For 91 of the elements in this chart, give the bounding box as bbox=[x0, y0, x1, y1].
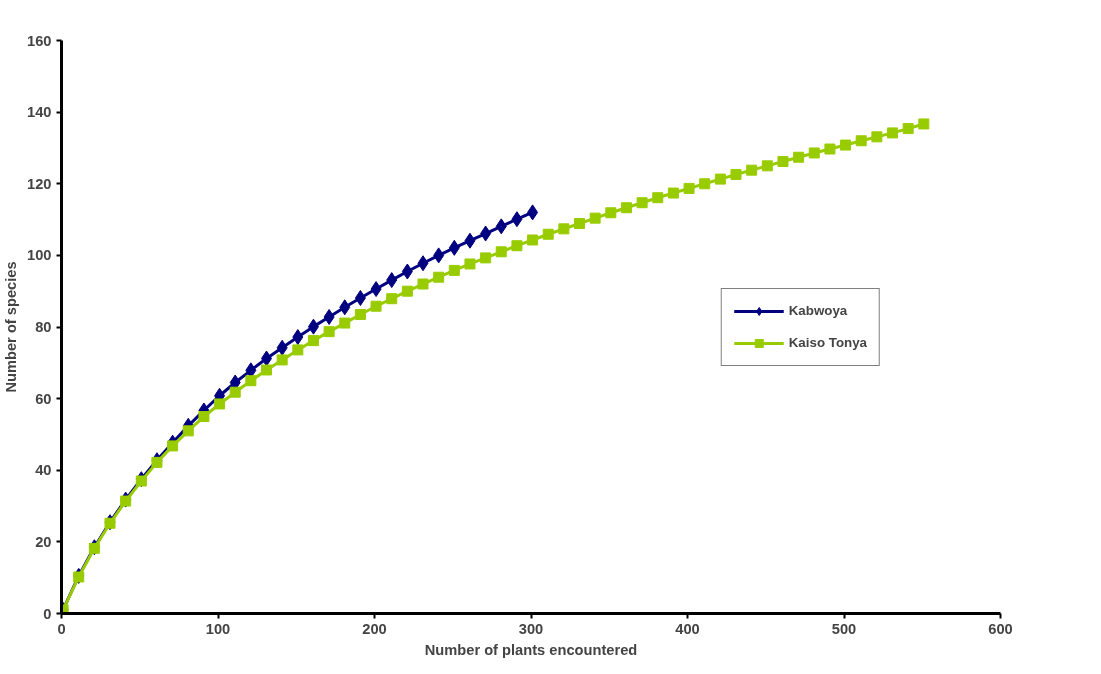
point bbox=[323, 326, 335, 338]
point bbox=[667, 187, 679, 199]
x-tick-label: 200 bbox=[362, 620, 387, 637]
point bbox=[386, 272, 398, 289]
point bbox=[605, 207, 617, 219]
point bbox=[699, 178, 711, 190]
point bbox=[433, 271, 445, 283]
y-tick-label: 100 bbox=[27, 247, 52, 264]
point bbox=[574, 218, 586, 229]
point bbox=[151, 456, 163, 468]
point bbox=[887, 127, 899, 139]
point bbox=[777, 156, 789, 168]
point bbox=[370, 281, 382, 298]
point bbox=[135, 475, 147, 487]
point bbox=[401, 285, 413, 297]
point bbox=[229, 386, 241, 398]
point bbox=[511, 240, 523, 252]
point bbox=[808, 147, 820, 159]
point bbox=[182, 425, 194, 437]
point bbox=[636, 197, 648, 209]
point bbox=[120, 495, 132, 507]
x-tick-label: 500 bbox=[831, 620, 857, 637]
point bbox=[714, 173, 726, 185]
point bbox=[824, 143, 836, 155]
point bbox=[840, 139, 852, 151]
point bbox=[527, 234, 539, 246]
point bbox=[433, 247, 445, 264]
point bbox=[354, 289, 366, 306]
point bbox=[261, 364, 273, 376]
point bbox=[417, 255, 429, 272]
point bbox=[511, 211, 523, 228]
point bbox=[652, 192, 664, 204]
point bbox=[855, 135, 867, 147]
point bbox=[370, 300, 382, 312]
point bbox=[527, 204, 539, 221]
point bbox=[871, 131, 883, 143]
point bbox=[167, 440, 179, 452]
x-tick-label: 400 bbox=[675, 620, 700, 637]
point bbox=[495, 218, 507, 235]
x-tick-label: 100 bbox=[205, 620, 231, 637]
point bbox=[339, 317, 351, 329]
point bbox=[683, 182, 695, 194]
point bbox=[276, 354, 288, 366]
point bbox=[448, 239, 460, 256]
point bbox=[464, 232, 476, 249]
y-tick-label: 120 bbox=[27, 175, 52, 192]
point bbox=[401, 263, 413, 280]
point bbox=[292, 344, 304, 356]
point bbox=[495, 246, 507, 258]
y-tick-label: 80 bbox=[35, 319, 52, 335]
point bbox=[746, 164, 758, 176]
point bbox=[214, 398, 226, 410]
point bbox=[417, 278, 429, 290]
point bbox=[761, 160, 773, 172]
x-axis-title: Number of plants encountered bbox=[424, 641, 638, 658]
point bbox=[589, 212, 601, 224]
point bbox=[793, 151, 805, 163]
point bbox=[307, 318, 319, 335]
point bbox=[354, 308, 366, 320]
y-tick-label: 60 bbox=[35, 390, 52, 407]
point bbox=[448, 264, 460, 276]
point bbox=[480, 252, 492, 264]
point bbox=[276, 339, 288, 356]
point bbox=[558, 223, 570, 235]
point bbox=[902, 123, 914, 135]
point bbox=[261, 350, 273, 367]
point bbox=[918, 118, 930, 130]
point bbox=[620, 202, 632, 214]
point bbox=[386, 293, 398, 305]
point bbox=[73, 571, 85, 583]
legend-label: Kabwoya bbox=[788, 303, 848, 318]
x-tick-label: 600 bbox=[988, 620, 1013, 637]
legend-label: Kaiso Tonya bbox=[788, 335, 867, 350]
point bbox=[307, 335, 319, 347]
y-tick-label: 140 bbox=[27, 104, 52, 121]
point bbox=[292, 329, 304, 346]
y-tick-label: 0 bbox=[43, 605, 52, 622]
y-tick-label: 20 bbox=[35, 533, 52, 550]
point bbox=[480, 225, 492, 242]
y-axis-title: Number of species bbox=[3, 261, 20, 393]
point bbox=[464, 258, 476, 270]
point bbox=[339, 299, 351, 316]
point bbox=[542, 228, 554, 240]
y-tick-label: 40 bbox=[35, 462, 52, 479]
y-tick-label: 160 bbox=[27, 32, 52, 49]
point bbox=[198, 411, 210, 423]
point bbox=[730, 168, 742, 180]
x-tick-label: 0 bbox=[57, 620, 66, 637]
x-tick-label: 300 bbox=[518, 620, 544, 637]
point bbox=[245, 375, 257, 387]
point bbox=[323, 308, 335, 325]
